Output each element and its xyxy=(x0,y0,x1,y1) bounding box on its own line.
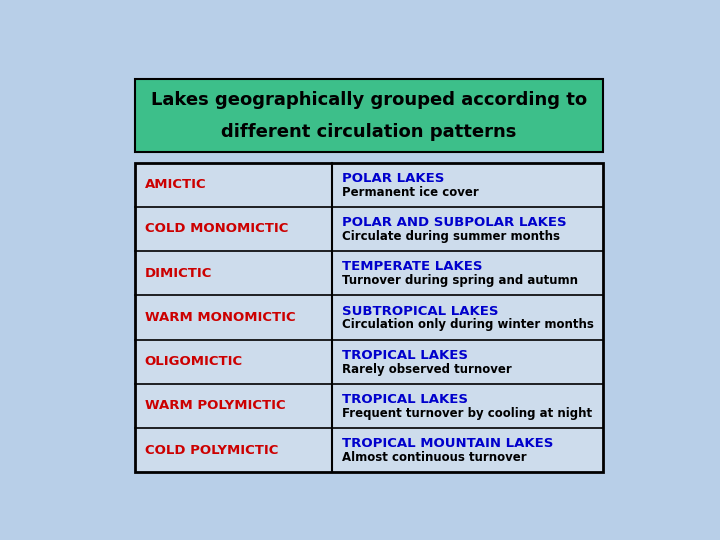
Text: Turnover during spring and autumn: Turnover during spring and autumn xyxy=(341,274,577,287)
Text: TROPICAL LAKES: TROPICAL LAKES xyxy=(341,393,467,406)
Text: TROPICAL MOUNTAIN LAKES: TROPICAL MOUNTAIN LAKES xyxy=(341,437,553,450)
Text: Circulation only during winter months: Circulation only during winter months xyxy=(341,319,593,332)
Text: Almost continuous turnover: Almost continuous turnover xyxy=(341,451,526,464)
Text: WARM MONOMICTIC: WARM MONOMICTIC xyxy=(145,311,295,324)
Text: SUBTROPICAL LAKES: SUBTROPICAL LAKES xyxy=(341,305,498,318)
Text: WARM POLYMICTIC: WARM POLYMICTIC xyxy=(145,400,285,413)
Text: POLAR LAKES: POLAR LAKES xyxy=(341,172,444,185)
Text: TROPICAL LAKES: TROPICAL LAKES xyxy=(341,349,467,362)
Text: Lakes geographically grouped according to: Lakes geographically grouped according t… xyxy=(151,91,587,109)
Text: TEMPERATE LAKES: TEMPERATE LAKES xyxy=(341,260,482,273)
Text: different circulation patterns: different circulation patterns xyxy=(221,123,517,141)
Text: AMICTIC: AMICTIC xyxy=(145,178,207,191)
Text: COLD MONOMICTIC: COLD MONOMICTIC xyxy=(145,222,288,235)
Text: COLD POLYMICTIC: COLD POLYMICTIC xyxy=(145,444,278,457)
FancyBboxPatch shape xyxy=(135,163,603,472)
Text: Circulate during summer months: Circulate during summer months xyxy=(341,230,559,243)
Text: POLAR AND SUBPOLAR LAKES: POLAR AND SUBPOLAR LAKES xyxy=(341,216,566,229)
Text: OLIGOMICTIC: OLIGOMICTIC xyxy=(145,355,243,368)
Text: Frequent turnover by cooling at night: Frequent turnover by cooling at night xyxy=(341,407,592,420)
Text: Permanent ice cover: Permanent ice cover xyxy=(341,186,478,199)
Text: DIMICTIC: DIMICTIC xyxy=(145,267,212,280)
Text: Rarely observed turnover: Rarely observed turnover xyxy=(341,363,511,376)
FancyBboxPatch shape xyxy=(135,79,603,152)
